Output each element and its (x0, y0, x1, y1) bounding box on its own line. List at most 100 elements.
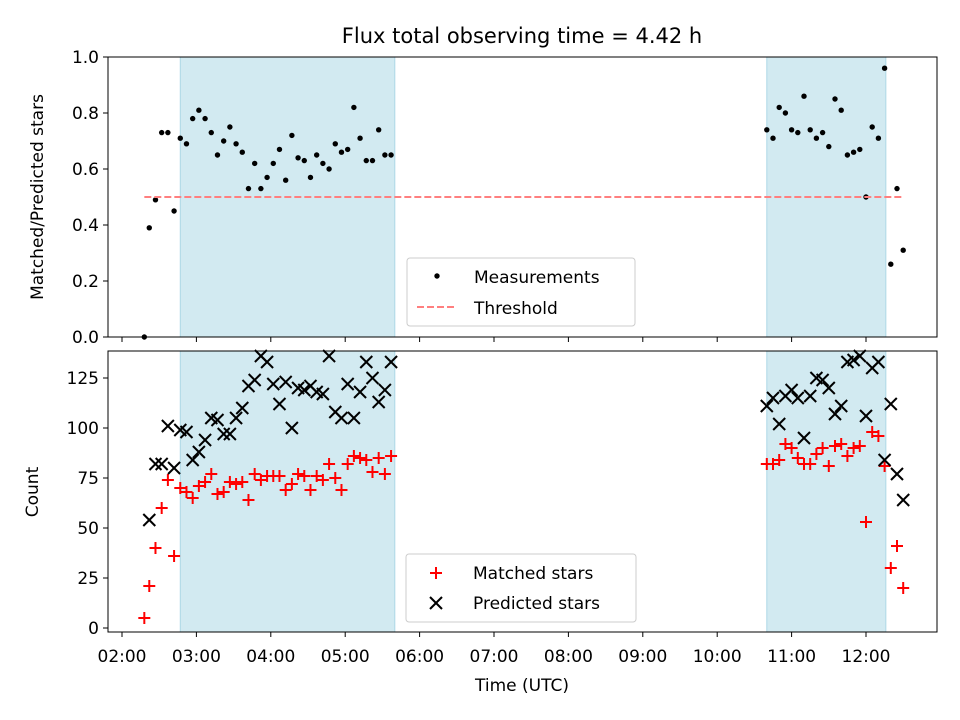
measurement-point (189, 115, 196, 122)
top-y-ticks: 0.0 0.2 0.4 0.6 0.8 1.0 (72, 48, 108, 348)
measurement-point (301, 157, 307, 164)
matched-star-point (149, 542, 162, 554)
predicted-star-point (297, 383, 311, 397)
legend-measurements-label: Measurements (474, 268, 600, 288)
matched-star-point (161, 474, 174, 486)
measurement-point (245, 185, 252, 192)
measurement-point (202, 115, 208, 122)
predicted-star-point (334, 411, 349, 425)
measurement-point (807, 127, 813, 133)
measurement-point (795, 129, 801, 136)
measurement-point (819, 129, 826, 136)
bottom-legend: Matched stars Predicted stars (405, 553, 637, 623)
predicted-star-point (378, 383, 392, 397)
y-tick-label: 125 (67, 369, 99, 389)
matched-star-point (143, 580, 156, 592)
measurement-point (270, 160, 276, 167)
measurement-point (888, 261, 894, 267)
predicted-star-point (167, 461, 181, 475)
measurement-point (220, 138, 227, 144)
predicted-star-point (846, 353, 861, 367)
y-tick-label: 0.2 (72, 272, 99, 292)
matched-star-point (285, 478, 298, 490)
measurement-point (813, 135, 820, 141)
measurement-point (838, 107, 844, 113)
matched-star-point (829, 440, 841, 452)
measurement-point (801, 93, 807, 99)
measurement-point (295, 155, 301, 161)
predicted-star-point (247, 373, 262, 387)
bottom-y-ticks: 0 25 50 75 100 125 (67, 369, 108, 639)
top-x-ticks (121, 337, 867, 342)
legend-matched-marker (430, 567, 442, 579)
measurement-point (850, 149, 857, 155)
predicted-star-point (871, 355, 886, 369)
matched-star-point (378, 468, 391, 480)
measurement-point (382, 152, 388, 158)
measurement-point (357, 135, 363, 141)
matched-star-point (323, 458, 336, 470)
matched-star-point (230, 478, 243, 490)
measurement-point (276, 146, 283, 153)
matched-star-point (853, 440, 866, 452)
matched-star-point (180, 486, 193, 498)
predicted-star-point (198, 433, 212, 447)
matched-star-point (273, 470, 286, 482)
matched-star-point (279, 484, 292, 496)
y-tick-label: 75 (77, 469, 99, 489)
measurement-point (351, 104, 357, 111)
predicted-star-point (822, 381, 836, 395)
measurement-point (344, 146, 351, 153)
matched-star-point (816, 442, 829, 454)
predicted-star-point (229, 411, 243, 425)
x-tick-label: 10:00 (693, 647, 742, 667)
matched-star-point (341, 458, 354, 470)
legend-predicted-marker (429, 596, 443, 610)
matched-star-point (878, 460, 891, 472)
x-tick-label: 07:00 (470, 647, 519, 667)
y-tick-label: 1.0 (72, 48, 99, 68)
matched-star-point (360, 454, 373, 466)
measurement-point (208, 129, 214, 136)
predicted-star-point (853, 349, 867, 363)
matched-star-point (860, 516, 872, 528)
predicted-star-point (760, 399, 774, 413)
predicted-star-point (278, 375, 293, 389)
matched-star-point (310, 470, 323, 482)
measurement-point (332, 141, 338, 147)
legend-predicted-label: Predicted stars (473, 594, 600, 614)
predicted-star-point (154, 457, 169, 471)
matched-star-point (304, 484, 317, 496)
matched-star-point (329, 472, 342, 484)
predicted-star-point (260, 355, 274, 369)
matched-star-point (298, 470, 311, 482)
x-tick-label: 11:00 (767, 647, 816, 667)
x-tick-label: 05:00 (321, 647, 370, 667)
measurement-point (363, 157, 369, 164)
predicted-star-point (896, 493, 910, 507)
predicted-star-point (359, 355, 373, 369)
predicted-star-point (185, 453, 200, 467)
x-tick-label: 06:00 (395, 647, 444, 667)
predicted-star-point (192, 445, 206, 459)
matched-star-point (767, 458, 779, 470)
matched-star-point (354, 452, 367, 464)
measurement-point (258, 185, 264, 192)
predicted-star-point (371, 395, 386, 409)
predicted-star-point (216, 427, 231, 441)
measurement-point (165, 129, 171, 136)
matched-star-point (168, 550, 181, 562)
measurement-point (196, 107, 202, 113)
x-tick-label: 02:00 (98, 647, 147, 667)
matched-star-point (223, 476, 236, 488)
predicted-star-point (142, 513, 156, 527)
measurement-point (900, 247, 906, 253)
measurement-point (782, 110, 789, 116)
bottom-series-layer (138, 349, 910, 624)
predicted-star-point (834, 399, 848, 413)
y-tick-label: 0 (88, 619, 99, 639)
predicted-star-point (797, 431, 811, 445)
matched-star-point (822, 460, 835, 472)
measurement-point (152, 197, 159, 203)
